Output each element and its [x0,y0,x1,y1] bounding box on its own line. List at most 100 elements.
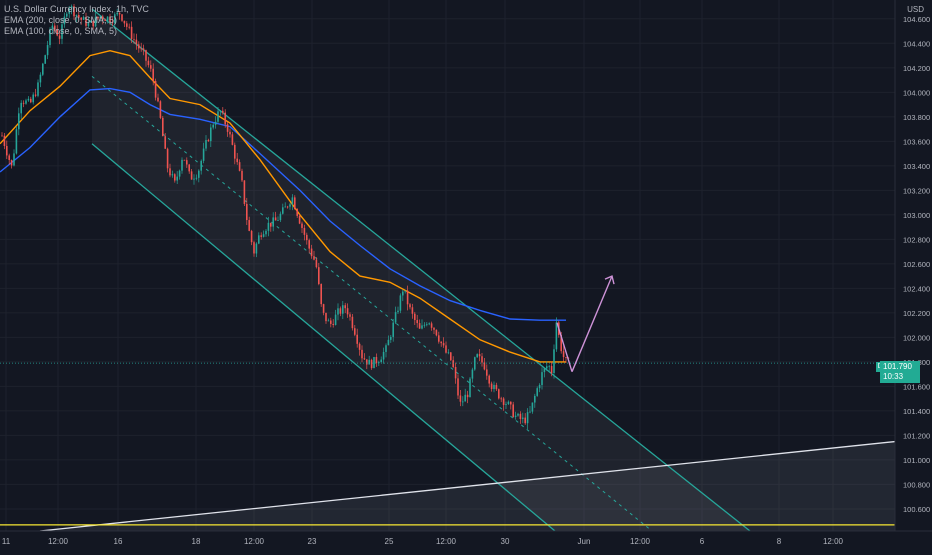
candle-body [402,291,404,296]
candle-body [157,97,159,102]
candle-body [51,25,54,30]
candle-body [330,320,332,324]
y-tick-label: 102.400 [903,284,930,293]
candle-body [375,357,378,364]
candle-body [10,160,13,166]
x-tick-label: 12:00 [823,537,844,546]
candle-body [406,290,409,305]
candle-body [310,248,313,257]
candle-body [409,304,411,308]
y-tick-label: 103.200 [903,186,930,195]
candle-body [440,341,442,344]
candle-body [274,217,277,221]
candle-body [164,136,166,149]
candle-body [488,375,490,384]
candle-body [126,23,128,27]
candle-body [526,412,529,424]
candle-body [392,322,394,337]
y-tick-label: 103.400 [903,162,930,171]
candle-body [438,335,440,342]
candle-body [82,17,85,20]
candle-body [411,307,414,314]
x-tick-label: 25 [385,537,394,546]
ema-200-label[interactable]: EMA (200, close, 0, SMA, 5) [4,15,118,25]
y-tick-label: 101.200 [903,431,930,440]
ema-100-label[interactable]: EMA (100, close, 0, SMA, 5) [4,26,118,36]
candle-body [42,63,44,75]
candle-body [171,174,174,176]
candle-body [404,290,406,292]
candle-body [380,359,382,363]
candle-body [116,12,118,15]
candle-body [337,308,339,315]
candle-body [135,39,138,45]
candle-body [176,176,178,181]
candle-body [229,131,231,135]
candle-body [531,402,534,412]
candle-body [272,217,274,227]
candle-body [159,101,162,118]
candle-body [498,389,500,399]
candle-body [462,401,464,403]
candle-body [426,324,428,326]
price-scale-background [895,0,932,550]
candle-body [198,170,200,178]
candle-body [318,267,320,285]
channel-upper-line [91,8,751,532]
candle-body [1,135,3,137]
candle-body [140,48,142,50]
candle-body [128,26,130,28]
candle-body [123,20,126,24]
candle-body [44,55,46,64]
channel-median-line [91,76,653,532]
candle-body [452,360,454,367]
y-tick-label: 101.600 [903,382,930,391]
candle-body [397,310,399,313]
candle-body [25,100,27,104]
symbol-title[interactable]: U.S. Dollar Currency Index, 1h, TVC [4,4,149,14]
candle-body [303,227,306,235]
candle-body [361,349,363,359]
candle-body [562,351,565,358]
candle-body [138,44,140,49]
candle-body [279,213,282,221]
candle-body [313,256,315,260]
candle-body [68,8,70,14]
candle-body [262,234,265,237]
candle-body [231,134,234,145]
candle-body [154,80,157,98]
x-tick-label: 23 [308,537,317,546]
candle-body [308,240,310,249]
candle-body [181,159,183,171]
projection-arrowhead [604,275,615,285]
candle-body [222,110,224,113]
candle-body [433,327,435,330]
projection-up-line [571,275,613,372]
candle-body [236,158,238,163]
candle-body [481,356,483,363]
candle-body [416,320,418,324]
x-tick-label: 30 [501,537,510,546]
candle-body [306,234,308,241]
candle-body [118,12,121,15]
candle-body [349,314,351,317]
candle-body [174,174,176,181]
candle-body [32,94,34,103]
candle-body [442,343,445,346]
candle-body [289,204,291,207]
candle-body [190,171,193,180]
candle-body [78,14,80,18]
candle-body [315,259,318,268]
candle-body [553,349,555,374]
candle-body [212,124,214,128]
candle-body [541,372,543,386]
candle-body [471,369,474,379]
candle-body [250,230,253,243]
candle-body [49,29,51,46]
y-tick-label: 101.000 [903,456,930,465]
candle-body [130,26,133,39]
candle-body [399,295,402,311]
candle-body [301,223,303,228]
